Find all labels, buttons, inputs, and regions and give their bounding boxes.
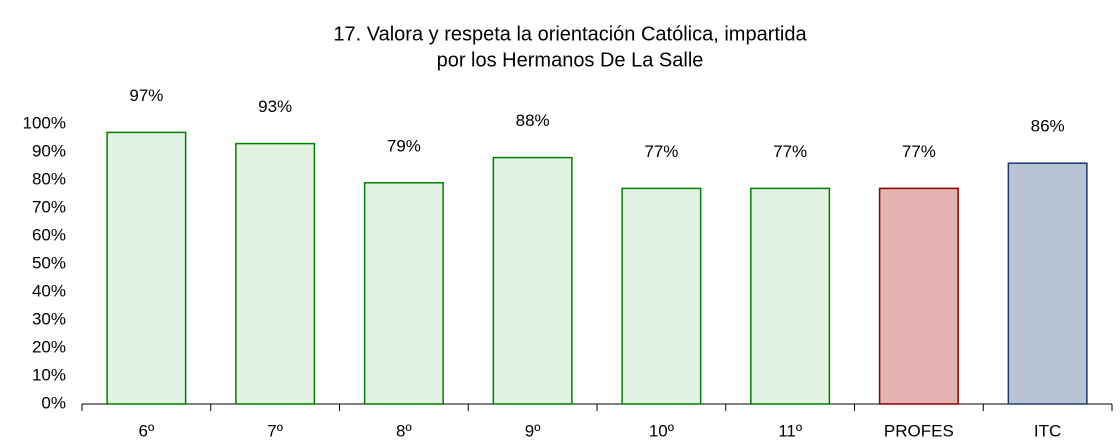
y-tick-label: 0% — [41, 393, 66, 412]
y-tick-label: 10% — [32, 365, 66, 384]
bar — [621, 187, 702, 405]
y-tick-label: 50% — [32, 253, 66, 272]
data-label: 77% — [902, 142, 936, 161]
data-label: 97% — [129, 86, 163, 105]
y-tick-label: 20% — [32, 337, 66, 356]
y-tick-label: 90% — [32, 141, 66, 160]
data-label: 77% — [644, 142, 678, 161]
data-label: 93% — [258, 97, 292, 116]
bar — [363, 182, 444, 405]
x-tick-label: 10º — [649, 421, 674, 440]
x-tick-label: 9º — [525, 421, 541, 440]
y-tick-label: 100% — [23, 113, 66, 132]
data-label: 88% — [516, 111, 550, 130]
bar — [750, 187, 831, 405]
data-label: 79% — [387, 136, 421, 155]
x-tick-label: ITC — [1034, 421, 1061, 440]
x-tick-label: 6º — [139, 421, 155, 440]
bar — [878, 187, 959, 405]
data-label: 86% — [1031, 117, 1065, 136]
chart-title: por los Hermanos De La Salle — [437, 49, 704, 71]
x-tick-label: 7º — [267, 421, 283, 440]
chart-title: 17. Valora y respeta la orientación Cató… — [333, 23, 807, 45]
bar — [235, 142, 316, 405]
bar — [106, 131, 187, 405]
y-tick-label: 40% — [32, 281, 66, 300]
bar — [492, 156, 573, 405]
y-tick-label: 30% — [32, 309, 66, 328]
x-tick-label: 11º — [778, 421, 802, 440]
bar — [1007, 162, 1088, 405]
y-tick-label: 70% — [32, 197, 66, 216]
y-tick-label: 80% — [32, 169, 66, 188]
y-tick-label: 60% — [32, 225, 66, 244]
data-label: 77% — [773, 142, 807, 161]
x-tick-label: PROFES — [884, 421, 954, 440]
x-tick-label: 8º — [396, 421, 412, 440]
